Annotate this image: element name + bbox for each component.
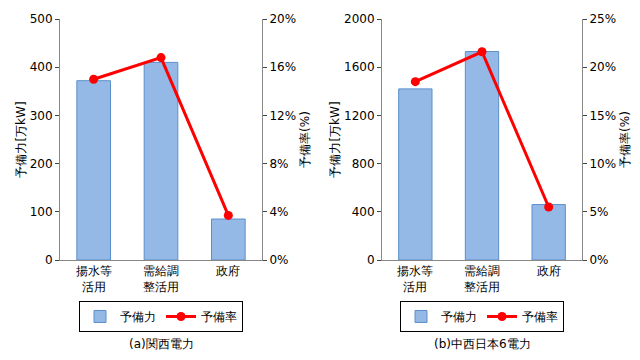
svg-text:需給調整活用: 需給調整活用	[143, 264, 179, 294]
svg-text:20%: 20%	[269, 12, 296, 26]
svg-text:0%: 0%	[589, 253, 608, 267]
svg-text:4%: 4%	[269, 205, 288, 219]
svg-text:2000: 2000	[344, 12, 375, 26]
svg-text:予備率: 予備率	[522, 310, 558, 324]
svg-text:15%: 15%	[589, 109, 616, 123]
svg-text:1600: 1600	[344, 60, 375, 74]
svg-text:予備率(%): 予備率(%)	[298, 111, 312, 168]
svg-text:25%: 25%	[589, 12, 616, 26]
svg-text:8%: 8%	[269, 157, 288, 171]
svg-text:16%: 16%	[269, 60, 296, 74]
svg-text:20%: 20%	[589, 60, 616, 74]
svg-text:予備率(%): 予備率(%)	[618, 111, 632, 168]
svg-text:政府: 政府	[537, 264, 561, 278]
svg-text:需給調整活用: 需給調整活用	[464, 264, 500, 294]
svg-text:12%: 12%	[269, 109, 296, 123]
svg-text:(b)中西日本6電力: (b)中西日本6電力	[434, 337, 531, 351]
svg-text:0%: 0%	[269, 253, 288, 267]
svg-text:0: 0	[367, 253, 375, 267]
svg-text:500: 500	[30, 12, 53, 26]
svg-text:400: 400	[352, 205, 375, 219]
svg-text:0: 0	[45, 253, 53, 267]
svg-text:政府: 政府	[216, 264, 240, 278]
svg-text:揚水等活用: 揚水等活用	[397, 264, 433, 294]
svg-text:予備力[万kW]: 予備力[万kW]	[328, 101, 342, 177]
svg-text:予備力: 予備力	[120, 310, 156, 324]
svg-text:予備率: 予備率	[201, 310, 237, 324]
svg-text:5%: 5%	[589, 205, 608, 219]
svg-text:200: 200	[30, 157, 53, 171]
svg-text:揚水等活用: 揚水等活用	[76, 264, 112, 294]
svg-text:予備力[万kW]: 予備力[万kW]	[14, 101, 28, 177]
svg-text:100: 100	[30, 205, 53, 219]
svg-text:予備力: 予備力	[441, 310, 477, 324]
svg-text:800: 800	[352, 157, 375, 171]
svg-text:1200: 1200	[344, 109, 375, 123]
svg-text:(a)関西電力: (a)関西電力	[129, 337, 194, 351]
svg-text:300: 300	[30, 109, 53, 123]
svg-text:400: 400	[30, 60, 53, 74]
svg-text:10%: 10%	[589, 157, 616, 171]
